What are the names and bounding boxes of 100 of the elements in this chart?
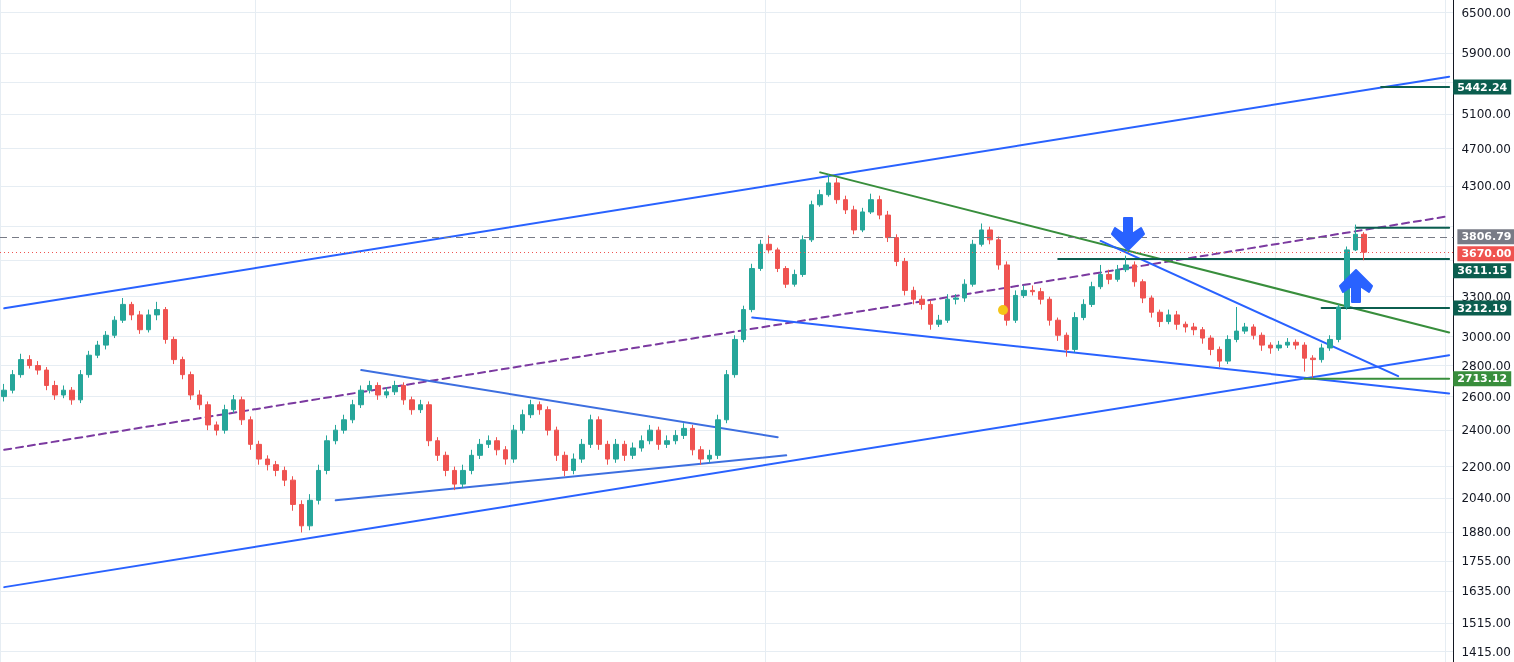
candlestick <box>1310 354 1316 379</box>
candlestick <box>571 452 576 475</box>
candlestick <box>1293 338 1299 350</box>
candlestick <box>205 400 211 431</box>
candlestick <box>1106 269 1112 285</box>
candlestick <box>1038 287 1044 305</box>
candlestick <box>1191 322 1197 336</box>
candlestick <box>1055 317 1061 342</box>
candlestick <box>103 330 109 350</box>
candlestick <box>299 499 304 533</box>
candlestick <box>324 434 330 475</box>
candlestick <box>928 300 933 331</box>
y-tick-label: 5100.00 <box>1461 107 1511 122</box>
candlestick <box>52 380 58 401</box>
y-tick-label: 1515.00 <box>1461 615 1511 630</box>
candlestick <box>469 449 474 475</box>
candlestick <box>1336 303 1341 343</box>
candlestick <box>1268 341 1273 355</box>
candlestick <box>95 340 100 359</box>
candlestick <box>588 414 593 449</box>
candlestick <box>732 334 738 379</box>
candlestick <box>86 350 92 379</box>
candlestick <box>707 449 712 464</box>
candlestick <box>945 293 950 324</box>
candlestick <box>197 389 202 411</box>
y-tick-label: 4700.00 <box>1461 141 1511 156</box>
candlestick <box>630 442 636 460</box>
candlestick <box>1208 334 1214 356</box>
candlestick <box>222 404 228 435</box>
candlestick <box>1115 264 1120 283</box>
candlestick <box>1242 322 1248 335</box>
candlestick <box>554 426 559 462</box>
candlestick <box>690 424 695 456</box>
candlestick <box>426 400 432 447</box>
candlestick <box>919 294 925 311</box>
candlestick <box>35 360 41 376</box>
candlestick <box>1302 341 1307 373</box>
candlestick <box>1098 264 1103 290</box>
candlestick <box>443 451 449 477</box>
candlestick <box>418 399 423 414</box>
series-label: 5442.24 <box>1457 80 1508 94</box>
candlestick <box>647 424 653 445</box>
candlestick <box>1353 224 1358 252</box>
candlestick <box>350 399 355 424</box>
candlestick <box>367 380 372 394</box>
y-tick-label: 1415.00 <box>1461 644 1511 659</box>
candlestick <box>987 226 993 245</box>
candlestick <box>1004 260 1010 327</box>
candlestick <box>758 239 763 272</box>
candlestick <box>698 445 704 466</box>
candlestick <box>392 380 398 396</box>
candlestick <box>826 173 831 198</box>
candlestick <box>333 424 338 445</box>
candlestick <box>273 460 279 477</box>
y-tick-label: 1635.00 <box>1461 583 1511 598</box>
candlestick <box>188 371 194 401</box>
candlestick <box>1225 334 1231 365</box>
candlestick <box>452 466 457 491</box>
candlestick <box>681 422 687 440</box>
candlestick <box>868 193 874 215</box>
candlestick <box>1183 321 1188 333</box>
candlestick <box>460 464 466 489</box>
candlestick <box>860 207 865 233</box>
candlestick <box>1064 331 1069 358</box>
y-tick-label: 4300.00 <box>1461 178 1511 193</box>
candlestick <box>1021 284 1027 299</box>
candlestick <box>1030 284 1035 296</box>
candlestick <box>639 434 644 453</box>
candlestick <box>1081 298 1086 321</box>
candlestick <box>231 394 236 414</box>
candlestick <box>163 306 168 345</box>
candlestick <box>27 354 32 370</box>
candlestick <box>1132 260 1137 288</box>
series-label: 3611.15 <box>1457 264 1508 278</box>
y-tick-label: 5900.00 <box>1461 46 1511 61</box>
candlestick <box>1200 326 1205 345</box>
candlestick <box>44 366 49 391</box>
candlestick <box>61 384 66 399</box>
candlestick <box>375 381 381 401</box>
y-tick-label: 2800.00 <box>1461 358 1511 373</box>
candlestick <box>256 440 262 466</box>
candlestick <box>749 263 755 313</box>
candlestick <box>239 396 245 426</box>
candlestick <box>120 297 126 324</box>
candlestick <box>435 436 440 462</box>
candlestick <box>290 475 296 512</box>
candlestick <box>1327 334 1333 352</box>
candlestick <box>877 195 882 220</box>
candlestick <box>596 415 602 451</box>
candlestick <box>1276 340 1282 352</box>
candlestick <box>656 426 661 451</box>
candlestick <box>69 386 75 406</box>
candlestick <box>341 414 347 435</box>
y-tick-label: 3300.00 <box>1461 289 1511 304</box>
series-label: 3212.19 <box>1457 301 1508 315</box>
candlestick <box>1217 346 1222 368</box>
candlestick <box>1234 306 1239 343</box>
candlestick <box>248 415 253 451</box>
candlestick <box>401 381 406 406</box>
candlestick <box>885 210 891 243</box>
